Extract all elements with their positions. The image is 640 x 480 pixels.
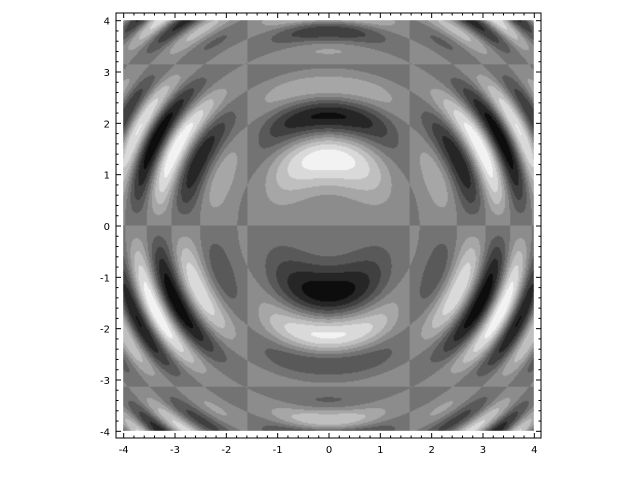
y-tick-label: -4 bbox=[100, 427, 110, 438]
y-tick-label: 3 bbox=[104, 68, 110, 79]
y-tick-label: 2 bbox=[104, 119, 110, 130]
y-tick-label: 1 bbox=[104, 171, 110, 182]
y-tick-label: -1 bbox=[100, 273, 110, 284]
axes-frame bbox=[115, 12, 542, 439]
y-tick-label: -3 bbox=[100, 376, 110, 387]
x-tick-label: 1 bbox=[377, 445, 383, 456]
x-tick-label: -3 bbox=[170, 445, 180, 456]
y-tick-label: -2 bbox=[100, 325, 110, 336]
x-tick-label: -4 bbox=[119, 445, 129, 456]
y-tick-label: 4 bbox=[104, 17, 110, 28]
axis-ticks: -4 -3 -2 -1 0 1 2 3 4 -4 -3 -2 -1 0 1 2 3 4 bbox=[100, 13, 541, 456]
x-tick-label: 0 bbox=[326, 445, 332, 456]
x-tick-label: 2 bbox=[428, 445, 434, 456]
x-tick-label: 3 bbox=[480, 445, 486, 456]
x-tick-label: 4 bbox=[531, 445, 537, 456]
x-tick-label: -1 bbox=[273, 445, 283, 456]
y-tick-label: 0 bbox=[104, 222, 110, 233]
contour-heatmap bbox=[123, 20, 534, 431]
x-tick-label: -2 bbox=[221, 445, 231, 456]
